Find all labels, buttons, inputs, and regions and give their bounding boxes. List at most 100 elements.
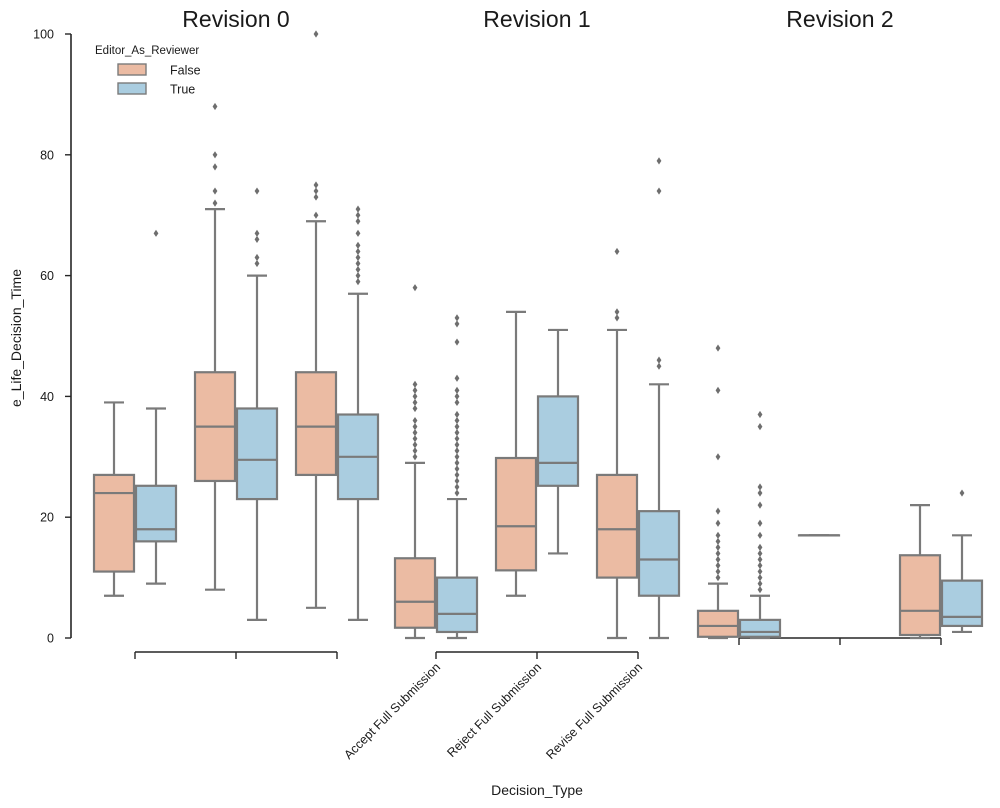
outlier-point — [355, 259, 361, 268]
outlier-point — [757, 519, 763, 527]
boxes — [92, 30, 984, 640]
box — [134, 484, 178, 543]
outlier-point — [715, 574, 721, 582]
outlier-point — [715, 561, 721, 570]
outlier-point — [757, 586, 763, 594]
box-group — [435, 314, 479, 640]
outlier-point — [454, 447, 460, 455]
box-group — [193, 102, 237, 591]
legend-label: True — [170, 83, 195, 97]
outlier-point — [412, 453, 418, 461]
outlier-point — [715, 453, 721, 461]
outlier-point — [757, 543, 763, 551]
outlier-point — [254, 253, 260, 262]
outlier-point — [454, 489, 460, 497]
outlier-point — [313, 30, 319, 38]
y-axis: 0 20 40 60 80 100 — [33, 28, 72, 646]
category-label: Revise Full Submission — [543, 660, 645, 762]
box — [595, 473, 639, 579]
outlier-point — [412, 386, 418, 394]
outlier-point — [355, 278, 361, 286]
box-group — [294, 30, 338, 609]
y-tick-label: 80 — [40, 148, 54, 162]
box-group — [637, 157, 681, 640]
y-axis-label: e_Life_Decision_Time — [8, 269, 24, 407]
box-group — [595, 247, 639, 640]
outlier-point — [412, 447, 418, 455]
outlier-point — [715, 531, 721, 539]
box — [940, 579, 984, 628]
category-label: Accept Full Submission — [341, 660, 443, 762]
outlier-point — [715, 549, 721, 558]
outlier-point — [614, 314, 620, 322]
legend-title: Editor_As_Reviewer — [95, 45, 199, 57]
x-axes — [134, 637, 942, 659]
outlier-point — [715, 567, 721, 576]
y-tick-label: 60 — [40, 269, 54, 283]
x-axis-label: Decision_Type — [491, 782, 583, 798]
outlier-point — [355, 205, 361, 213]
outlier-point — [454, 374, 460, 382]
box-group — [696, 344, 740, 640]
outlier-point — [454, 416, 460, 425]
outlier-point — [355, 241, 361, 249]
box-group — [393, 284, 437, 640]
panel-title: Revision 0 — [182, 6, 289, 32]
outlier-point — [454, 423, 460, 431]
box — [637, 510, 681, 597]
outlier-point — [412, 398, 418, 407]
y-tick-label: 20 — [40, 511, 54, 525]
outlier-point — [212, 102, 218, 111]
outlier-point — [313, 187, 319, 195]
box-group — [898, 504, 942, 640]
outlier-point — [454, 386, 460, 394]
outlier-point — [254, 259, 260, 268]
outlier-point — [959, 489, 965, 497]
outlier-point — [454, 477, 460, 485]
outlier-point — [656, 356, 662, 364]
outlier-point — [212, 151, 218, 159]
outlier-point — [757, 549, 763, 558]
outlier-point — [412, 380, 418, 388]
outlier-point — [715, 344, 721, 352]
outlier-point — [355, 253, 361, 262]
outlier-point — [757, 555, 763, 564]
box-group — [494, 310, 538, 597]
outlier-point — [757, 561, 763, 570]
outlier-point — [254, 235, 260, 243]
panel-title: Revision 1 — [483, 6, 590, 32]
outlier-point — [412, 284, 418, 292]
outlier-point — [757, 567, 763, 576]
box-group — [738, 410, 782, 640]
outlier-point — [757, 489, 763, 497]
outlier-point — [454, 435, 460, 443]
outlier-point — [757, 574, 763, 582]
outlier-point — [412, 441, 418, 449]
box-group — [940, 489, 984, 634]
outlier-point — [614, 247, 620, 256]
box-group — [134, 229, 178, 585]
panel-title: Revision 2 — [786, 6, 893, 32]
outlier-point — [412, 416, 418, 425]
outlier-point — [656, 187, 662, 195]
outlier-point — [454, 398, 460, 407]
legend: Editor_As_Reviewer False True — [95, 45, 201, 97]
outlier-point — [454, 338, 460, 346]
panel-titles: Revision 0 Revision 1 Revision 2 — [182, 6, 893, 32]
outlier-point — [614, 308, 620, 316]
box — [898, 554, 942, 637]
outlier-point — [757, 531, 763, 539]
outlier-point — [254, 187, 260, 195]
outlier-point — [412, 404, 418, 413]
outlier-point — [313, 181, 319, 189]
outlier-point — [412, 435, 418, 443]
outlier-point — [355, 211, 361, 219]
box — [393, 557, 437, 629]
outlier-point — [454, 471, 460, 479]
outlier-point — [454, 429, 460, 437]
y-tick-label: 40 — [40, 390, 54, 404]
outlier-point — [212, 187, 218, 195]
outlier-point — [212, 163, 218, 171]
legend-label: False — [170, 64, 201, 78]
